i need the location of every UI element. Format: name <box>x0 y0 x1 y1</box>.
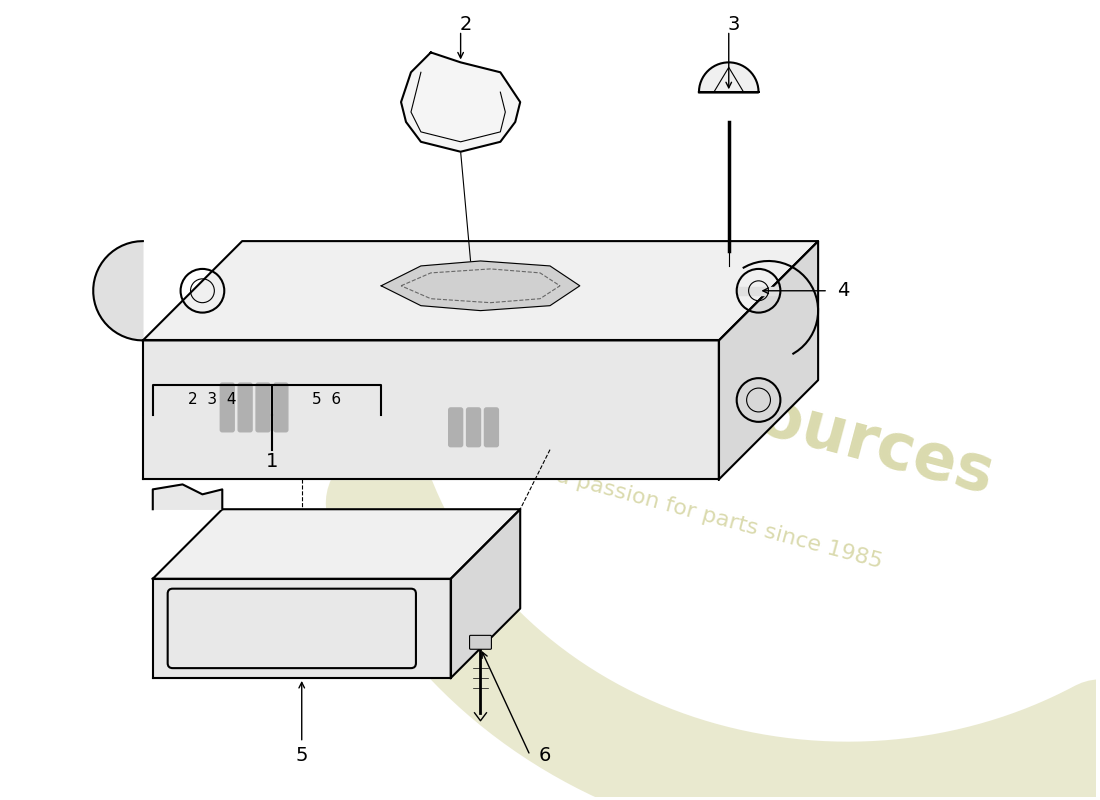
Text: 6: 6 <box>539 746 551 765</box>
FancyBboxPatch shape <box>470 635 492 650</box>
FancyBboxPatch shape <box>484 408 498 446</box>
Text: 4: 4 <box>837 282 849 300</box>
Polygon shape <box>737 286 780 294</box>
Polygon shape <box>143 241 818 341</box>
FancyBboxPatch shape <box>239 383 252 432</box>
Text: 2: 2 <box>460 15 472 34</box>
Polygon shape <box>382 261 580 310</box>
Text: 5: 5 <box>296 746 308 765</box>
Text: eurosources: eurosources <box>557 333 1000 507</box>
Polygon shape <box>143 341 718 479</box>
FancyBboxPatch shape <box>449 408 463 446</box>
Text: 3: 3 <box>727 15 740 34</box>
Polygon shape <box>718 241 818 479</box>
Text: 5  6: 5 6 <box>312 393 341 407</box>
FancyBboxPatch shape <box>466 408 481 446</box>
Polygon shape <box>698 62 759 92</box>
Polygon shape <box>402 53 520 152</box>
FancyBboxPatch shape <box>220 383 234 432</box>
Polygon shape <box>153 578 451 678</box>
FancyBboxPatch shape <box>256 383 270 432</box>
Polygon shape <box>451 510 520 678</box>
Text: 2  3  4: 2 3 4 <box>188 393 236 407</box>
Polygon shape <box>153 485 222 510</box>
Polygon shape <box>94 241 143 341</box>
FancyBboxPatch shape <box>274 383 288 432</box>
Text: 1: 1 <box>266 452 278 471</box>
Polygon shape <box>153 510 520 578</box>
Text: a passion for parts since 1985: a passion for parts since 1985 <box>553 466 884 573</box>
